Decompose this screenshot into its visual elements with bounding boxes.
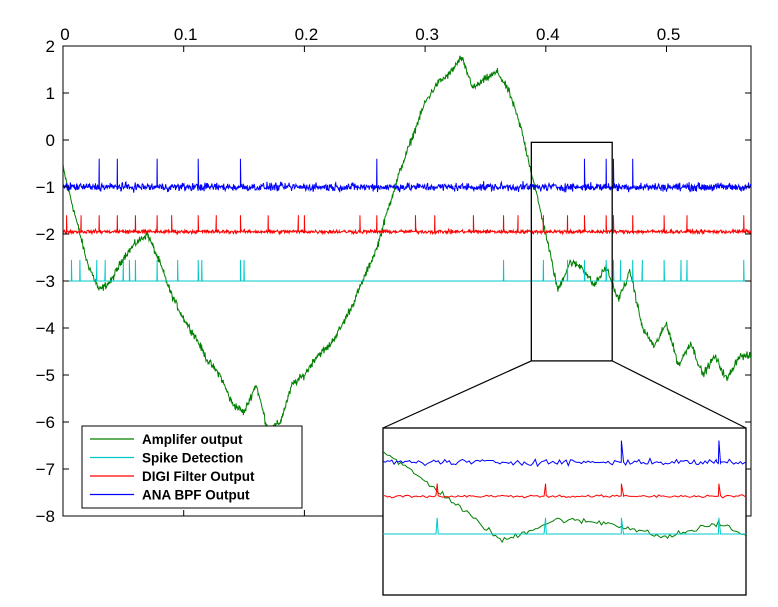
zoom-connector-right xyxy=(611,360,747,429)
series-line-ana-bpf-output xyxy=(63,158,751,193)
legend-label: Amplifer output xyxy=(142,432,243,447)
zoom-connector-left xyxy=(382,360,532,429)
inset-series-line xyxy=(383,517,746,535)
y-tick-label: 1 xyxy=(46,84,55,103)
inset-panel xyxy=(382,427,747,596)
legend-label: Spike Detection xyxy=(142,451,243,466)
zoom-box xyxy=(530,141,613,362)
y-tick-label: 2 xyxy=(46,37,55,56)
legend-label: DIGI Filter Output xyxy=(142,469,255,484)
series-line-spike-detection xyxy=(63,259,751,282)
inset-series-line xyxy=(383,483,746,499)
y-tick-label: −6 xyxy=(36,413,55,432)
y-tick-label: −2 xyxy=(36,225,55,244)
series-line-digi-filter-output xyxy=(63,215,751,236)
y-tick-label: −5 xyxy=(36,366,55,385)
y-tick-label: −1 xyxy=(36,178,55,197)
x-tick-label: 0.3 xyxy=(415,25,439,44)
y-tick-label: −7 xyxy=(36,460,55,479)
x-tick-label: 0.1 xyxy=(174,25,198,44)
x-tick-label: 0.5 xyxy=(657,25,681,44)
x-tick-label: 0 xyxy=(60,25,69,44)
x-tick-label: 0.4 xyxy=(536,25,560,44)
inset-series-line xyxy=(383,440,746,468)
y-tick-label: −3 xyxy=(36,272,55,291)
y-tick-label: −4 xyxy=(36,319,55,338)
legend-label: ANA BPF Output xyxy=(142,488,250,503)
y-tick-label: 0 xyxy=(46,131,55,150)
series-line-amplifer-output xyxy=(63,55,751,435)
x-tick-label: 0.2 xyxy=(295,25,319,44)
y-tick-label: −8 xyxy=(36,507,55,526)
